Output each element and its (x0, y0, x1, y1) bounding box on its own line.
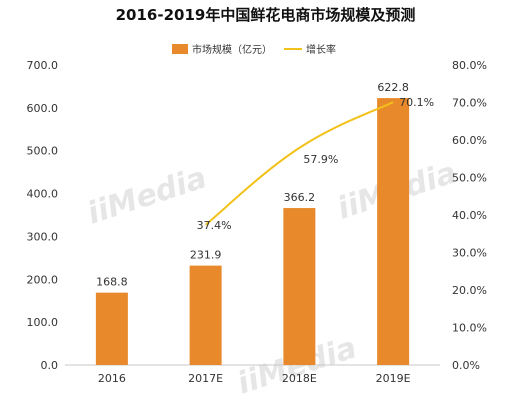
bar-value-label: 622.8 (377, 81, 409, 94)
x-tick-label: 2019E (376, 372, 411, 385)
y-left-tick-label: 500.0 (27, 145, 59, 158)
y-right-tick-label: 10.0% (452, 322, 487, 335)
x-tick-label: 2018E (282, 372, 317, 385)
bar (189, 265, 222, 365)
bar-value-label: 231.9 (190, 249, 222, 262)
y-left-tick-label: 300.0 (27, 230, 59, 243)
bar-value-label: 168.8 (96, 276, 128, 289)
bar-value-label: 366.2 (284, 191, 316, 204)
x-tick-label: 2016 (98, 372, 126, 385)
y-left-tick-label: 100.0 (27, 316, 59, 329)
y-right-tick-label: 50.0% (452, 172, 487, 185)
watermark-text: iiMedia (83, 160, 211, 231)
y-left-tick-label: 200.0 (27, 273, 59, 286)
legend-line-label: 增长率 (306, 43, 336, 56)
y-right-tick-label: 20.0% (452, 284, 487, 297)
y-left-tick-label: 600.0 (27, 102, 59, 115)
y-right-tick-label: 30.0% (452, 247, 487, 260)
y-left-tick-label: 0.0 (41, 359, 59, 372)
legend-bar-label: 市场规模（亿元） (192, 43, 272, 56)
y-right-tick-label: 40.0% (452, 209, 487, 222)
bar (95, 292, 128, 365)
line-value-label: 37.4% (197, 219, 232, 232)
line-value-label: 57.9% (303, 153, 338, 166)
line-value-label: 70.1% (399, 96, 434, 109)
y-right-tick-label: 80.0% (452, 59, 487, 72)
legend-bar-swatch (172, 44, 188, 54)
chart-title: 2016-2019年中国鲜花电商市场规模及预测 (115, 6, 416, 24)
bar (377, 98, 410, 365)
y-right-tick-label: 60.0% (452, 134, 487, 147)
bar (283, 208, 316, 365)
growth-line (204, 101, 394, 226)
y-right-tick-label: 0.0% (452, 359, 480, 372)
y-right-tick-label: 70.0% (452, 97, 487, 110)
x-tick-label: 2017E (188, 372, 223, 385)
y-left-tick-label: 400.0 (27, 188, 59, 201)
y-left-tick-label: 700.0 (27, 59, 59, 72)
